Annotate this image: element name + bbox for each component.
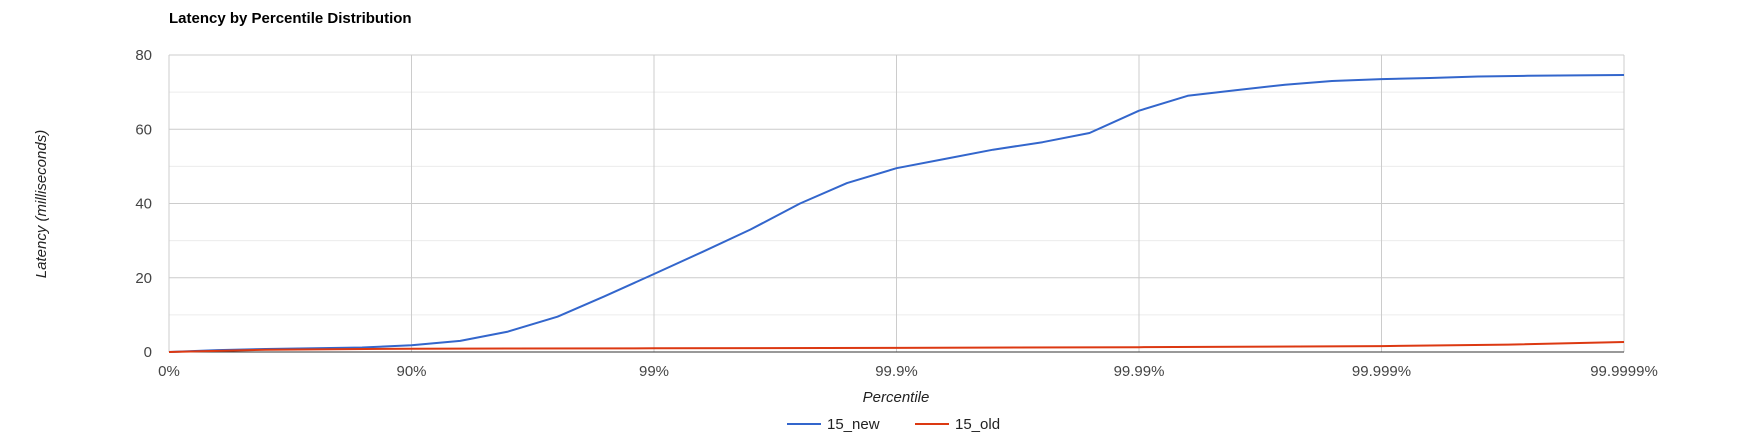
x-axis-ticks: 0% 90% 99% 99.9% 99.99% 99.999% 99.9999% xyxy=(158,363,1658,380)
y-axis-label: Latency (milliseconds) xyxy=(33,130,50,278)
y-axis-ticks: 0 20 40 60 80 xyxy=(135,47,152,361)
y-tick-label: 20 xyxy=(135,270,152,287)
x-tick-label: 90% xyxy=(396,363,426,380)
chart-title: Latency by Percentile Distribution xyxy=(169,10,412,27)
x-tick-label: 99.9999% xyxy=(1590,363,1658,380)
x-tick-label: 99.999% xyxy=(1352,363,1411,380)
x-tick-label: 99% xyxy=(639,363,669,380)
series-line-15_old xyxy=(168,341,1625,353)
series-line-15_new xyxy=(168,74,1625,353)
legend-label-15_old: 15_old xyxy=(955,416,1000,433)
x-tick-label: 99.99% xyxy=(1114,363,1165,380)
y-tick-label: 60 xyxy=(135,121,152,138)
chart-grid xyxy=(168,54,1625,353)
x-tick-label: 0% xyxy=(158,363,180,380)
chart-legend: 15_new 15_old xyxy=(787,416,1000,433)
series-lines xyxy=(168,74,1625,353)
y-tick-label: 0 xyxy=(144,344,152,361)
x-tick-label: 99.9% xyxy=(875,363,918,380)
y-tick-label: 40 xyxy=(135,196,152,213)
x-axis-label: Percentile xyxy=(863,389,930,406)
legend-label-15_new: 15_new xyxy=(827,416,880,433)
y-tick-label: 80 xyxy=(135,47,152,64)
